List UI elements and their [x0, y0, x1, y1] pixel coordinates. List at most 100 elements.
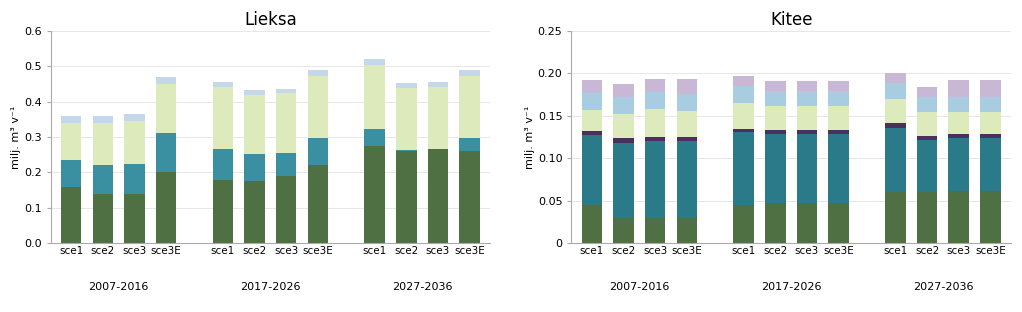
Bar — [397, 88, 417, 150]
Bar — [213, 179, 233, 243]
Bar — [645, 92, 665, 109]
Bar — [828, 106, 849, 130]
Bar — [459, 138, 480, 151]
Bar — [645, 109, 665, 137]
Bar — [917, 192, 937, 243]
Bar — [948, 80, 969, 97]
Bar — [917, 136, 937, 139]
Bar — [797, 130, 818, 134]
Bar — [582, 131, 602, 135]
Bar — [213, 82, 233, 87]
Bar — [61, 160, 82, 187]
Bar — [397, 150, 417, 151]
Bar — [276, 153, 296, 176]
Bar — [734, 205, 754, 243]
Bar — [276, 176, 296, 243]
Bar — [244, 181, 265, 243]
Bar — [427, 82, 449, 87]
Bar — [917, 87, 937, 97]
Bar — [980, 191, 1001, 243]
Bar — [948, 134, 969, 138]
Bar — [828, 134, 849, 203]
Bar — [734, 76, 754, 86]
Bar — [734, 132, 754, 205]
Title: Lieksa: Lieksa — [244, 11, 296, 29]
Bar — [427, 149, 449, 243]
Bar — [677, 95, 697, 111]
Bar — [155, 173, 177, 243]
Y-axis label: milj. m³ v⁻¹: milj. m³ v⁻¹ — [525, 105, 535, 169]
Bar — [797, 106, 818, 130]
Bar — [155, 134, 177, 173]
Bar — [213, 149, 233, 179]
Bar — [459, 71, 480, 76]
Bar — [93, 165, 113, 194]
Bar — [93, 123, 113, 165]
Bar — [917, 97, 937, 112]
Bar — [61, 187, 82, 243]
Bar — [980, 112, 1001, 134]
Bar — [885, 73, 905, 83]
Bar — [613, 97, 634, 114]
Bar — [765, 106, 786, 130]
Bar — [61, 123, 82, 160]
Bar — [765, 130, 786, 134]
Bar — [980, 80, 1001, 97]
Bar — [459, 76, 480, 138]
Bar — [61, 116, 82, 123]
Bar — [885, 83, 905, 99]
Bar — [677, 218, 697, 243]
Bar — [677, 141, 697, 218]
Bar — [645, 218, 665, 243]
Bar — [155, 77, 177, 84]
Bar — [125, 114, 145, 121]
Bar — [582, 110, 602, 131]
Bar — [613, 218, 634, 243]
Bar — [677, 111, 697, 137]
Bar — [93, 116, 113, 123]
Bar — [677, 137, 697, 141]
Bar — [734, 86, 754, 103]
Bar — [917, 112, 937, 136]
Bar — [797, 134, 818, 203]
Bar — [582, 135, 602, 205]
Bar — [397, 151, 417, 243]
Bar — [613, 138, 634, 143]
Bar — [582, 93, 602, 110]
Text: 2017-2026: 2017-2026 — [761, 282, 822, 292]
Bar — [797, 91, 818, 106]
Bar — [155, 84, 177, 134]
Bar — [765, 134, 786, 203]
Bar — [765, 91, 786, 106]
Bar — [948, 97, 969, 112]
Bar — [125, 194, 145, 243]
Bar — [645, 141, 665, 218]
Title: Kitee: Kitee — [770, 11, 812, 29]
Bar — [308, 138, 328, 165]
Text: 2027-2036: 2027-2036 — [391, 282, 453, 292]
Bar — [308, 71, 328, 76]
Y-axis label: milj. m³ v⁻¹: milj. m³ v⁻¹ — [11, 105, 21, 169]
Bar — [365, 146, 385, 243]
Bar — [765, 203, 786, 243]
Text: 2007-2016: 2007-2016 — [609, 282, 669, 292]
Bar — [645, 79, 665, 92]
Bar — [885, 99, 905, 123]
Bar — [917, 139, 937, 192]
Bar — [948, 138, 969, 191]
Bar — [980, 138, 1001, 191]
Bar — [765, 81, 786, 91]
Bar — [885, 128, 905, 192]
Bar — [308, 76, 328, 138]
Bar — [276, 89, 296, 93]
Bar — [797, 81, 818, 91]
Bar — [244, 90, 265, 95]
Bar — [459, 151, 480, 243]
Bar — [276, 93, 296, 153]
Bar — [244, 95, 265, 154]
Bar — [828, 81, 849, 91]
Bar — [948, 191, 969, 243]
Bar — [397, 83, 417, 88]
Bar — [613, 84, 634, 97]
Bar — [828, 203, 849, 243]
